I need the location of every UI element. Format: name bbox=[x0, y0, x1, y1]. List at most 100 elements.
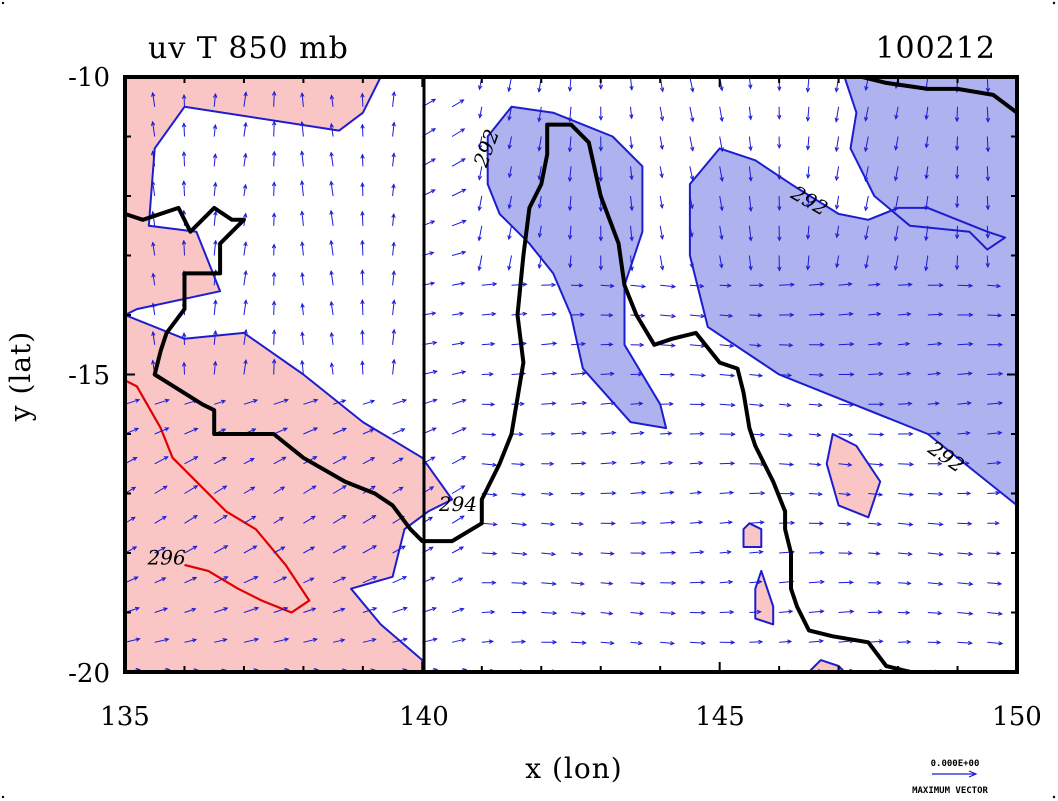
wind-vector-161 bbox=[332, 485, 347, 494]
wind-vector-232 bbox=[451, 99, 465, 108]
wind-vector-316 bbox=[567, 106, 573, 123]
wind-vector-270 bbox=[481, 609, 496, 615]
wind-vector-156 bbox=[329, 331, 335, 345]
wind-vector-305 bbox=[541, 401, 557, 406]
contour-label-3: 294 bbox=[438, 492, 477, 516]
wind-vector-74 bbox=[214, 399, 227, 405]
wind-vector-197 bbox=[391, 299, 396, 316]
wind-vector-275 bbox=[507, 136, 512, 150]
wind-vector-456 bbox=[749, 520, 765, 525]
wind-vector-602 bbox=[957, 491, 972, 496]
wind-vector-51 bbox=[181, 332, 187, 345]
wind-vector-325 bbox=[570, 371, 587, 376]
wind-vector-379 bbox=[659, 106, 665, 122]
wind-vector-641 bbox=[1016, 403, 1017, 405]
wind-vector-597 bbox=[957, 341, 974, 347]
wind-vector-76 bbox=[213, 456, 227, 465]
wind-vector-573 bbox=[924, 255, 929, 272]
wind-vector-583 bbox=[927, 551, 944, 557]
wind-vector-185 bbox=[362, 576, 378, 584]
wind-vector-486 bbox=[806, 166, 811, 180]
wind-vector-239 bbox=[452, 311, 465, 317]
wind-vector-519 bbox=[838, 521, 852, 526]
wind-vector-173 bbox=[360, 210, 365, 226]
wind-vector-403 bbox=[689, 195, 694, 210]
wind-vector-601 bbox=[957, 461, 970, 466]
wind-vector-44 bbox=[181, 122, 187, 137]
wind-vector-177 bbox=[360, 329, 365, 345]
corner-dot-tl bbox=[1, 1, 5, 5]
wind-vector-106 bbox=[271, 90, 277, 107]
wind-vector-320 bbox=[567, 225, 573, 241]
wind-vector-123 bbox=[273, 606, 289, 613]
wind-vector-513 bbox=[838, 341, 855, 347]
wind-vector-491 bbox=[808, 312, 825, 317]
wind-vector-372 bbox=[630, 520, 647, 526]
wind-vector-561 bbox=[898, 522, 914, 527]
wind-vector-250 bbox=[451, 637, 467, 643]
wind-vector-560 bbox=[898, 492, 915, 497]
wind-vector-324 bbox=[570, 341, 587, 347]
wind-vector-387 bbox=[660, 343, 676, 348]
wind-vector-69 bbox=[213, 239, 218, 256]
wind-vector-614 bbox=[985, 225, 990, 239]
wind-vector-153 bbox=[329, 239, 334, 256]
wind-vector-459 bbox=[749, 609, 762, 615]
wind-vector-134 bbox=[300, 302, 305, 316]
wind-vector-262 bbox=[481, 372, 494, 377]
wind-vector-120 bbox=[273, 516, 285, 524]
wind-vector-344 bbox=[600, 312, 614, 318]
wind-vector-466 bbox=[777, 195, 782, 212]
wind-vector-443 bbox=[748, 136, 753, 152]
wind-vector-487 bbox=[806, 195, 811, 209]
wind-vector-303 bbox=[541, 341, 558, 346]
wind-vector-488 bbox=[805, 225, 811, 240]
wind-vector-366 bbox=[630, 342, 645, 348]
wind-vector-626 bbox=[987, 581, 1003, 586]
wind-vector-435 bbox=[719, 520, 734, 525]
wind-vector-449 bbox=[749, 313, 763, 318]
wind-vector-514 bbox=[838, 372, 855, 377]
wind-vector-264 bbox=[481, 432, 497, 437]
wind-vector-203 bbox=[392, 486, 404, 494]
wind-vector-499 bbox=[808, 550, 825, 555]
wind-vector-471 bbox=[779, 342, 794, 348]
wind-vector-287 bbox=[511, 492, 527, 497]
wind-vector-414 bbox=[689, 520, 704, 525]
wind-vector-469 bbox=[779, 282, 796, 287]
wind-vector-395 bbox=[660, 580, 677, 586]
wind-vector-196 bbox=[391, 270, 396, 286]
wind-vector-157 bbox=[329, 362, 335, 375]
cool-region-1 bbox=[688, 77, 1017, 507]
wind-vector-593 bbox=[954, 225, 960, 240]
wind-vector-347 bbox=[600, 401, 616, 406]
wind-vector-536 bbox=[868, 402, 885, 407]
wind-vector-346 bbox=[600, 371, 615, 377]
wind-vector-610 bbox=[985, 106, 991, 123]
wind-vector-165 bbox=[332, 607, 346, 613]
wind-vector-406 bbox=[689, 283, 705, 289]
wind-vector-332 bbox=[570, 581, 585, 586]
wind-vector-107 bbox=[271, 120, 277, 137]
wind-vector-367 bbox=[630, 372, 644, 377]
wind-vector-292 bbox=[511, 639, 527, 644]
wind-vector-455 bbox=[749, 490, 766, 496]
wind-vector-551 bbox=[893, 225, 899, 242]
wind-vector-562 bbox=[898, 551, 913, 557]
wind-vector-323 bbox=[570, 312, 585, 317]
wind-vector-580 bbox=[927, 461, 943, 466]
wind-vector-605 bbox=[957, 581, 974, 587]
reference-vector-value: 0.000E+00 bbox=[931, 759, 980, 769]
wind-vector-101 bbox=[243, 576, 259, 584]
wind-vector-374 bbox=[630, 581, 646, 586]
wind-vector-446 bbox=[748, 225, 753, 242]
wind-vector-190 bbox=[391, 90, 396, 107]
wind-vector-127 bbox=[300, 91, 305, 107]
warm-region-0 bbox=[125, 77, 382, 316]
wind-vector-404 bbox=[689, 225, 694, 238]
wind-vector-591 bbox=[954, 166, 960, 180]
wind-vector-353 bbox=[600, 581, 614, 586]
wind-vector-103 bbox=[243, 637, 260, 643]
wind-vector-128 bbox=[300, 120, 305, 137]
corner-dot-bl bbox=[1, 795, 5, 799]
